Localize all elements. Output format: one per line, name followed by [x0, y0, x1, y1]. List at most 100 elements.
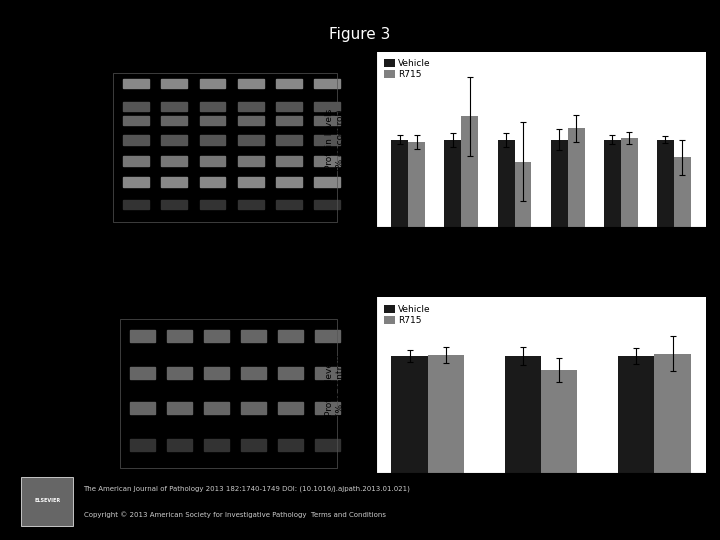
Bar	[204, 367, 229, 379]
Bar	[199, 102, 225, 111]
Bar	[120, 319, 337, 468]
Bar	[278, 330, 302, 342]
Bar	[541, 370, 577, 473]
Bar	[621, 138, 638, 227]
Text: The American Journal of Pathology 2013 182:1740-1749 DOI: (10.1016/j.ajpath.2013: The American Journal of Pathology 2013 1…	[84, 485, 410, 492]
Bar	[199, 116, 225, 125]
Bar	[130, 330, 156, 342]
Bar	[240, 367, 266, 379]
Bar	[276, 177, 302, 187]
Text: Copyright © 2013 American Society for Investigative Pathology  Terms and Conditi: Copyright © 2013 American Society for In…	[84, 512, 385, 518]
Bar	[505, 356, 541, 473]
Bar	[315, 402, 340, 414]
Bar	[276, 200, 302, 210]
Bar	[276, 79, 302, 89]
Bar	[161, 116, 187, 125]
Bar	[276, 135, 302, 145]
Text: Vehicle: Vehicle	[289, 49, 311, 71]
Bar	[238, 116, 264, 125]
Bar	[161, 200, 187, 210]
Y-axis label: Protein levels
(% of control): Protein levels (% of control)	[325, 354, 345, 416]
Bar	[238, 79, 264, 89]
Bar	[240, 438, 266, 451]
Bar	[392, 140, 408, 227]
Bar	[204, 330, 229, 342]
Text: ADAM10 -: ADAM10 -	[72, 156, 107, 162]
Bar	[428, 355, 464, 473]
Legend: Vehicle, R715: Vehicle, R715	[381, 57, 433, 82]
Bar	[314, 200, 340, 210]
Text: R715: R715	[327, 300, 344, 317]
Text: R715: R715	[253, 300, 271, 317]
Bar	[167, 367, 192, 379]
Bar	[161, 135, 187, 145]
Bar	[204, 402, 229, 414]
Bar	[314, 79, 340, 89]
Text: GAPDH -: GAPDH -	[77, 200, 107, 206]
Text: Vehicle: Vehicle	[217, 295, 238, 317]
Bar	[278, 367, 302, 379]
Bar	[238, 135, 264, 145]
Bar	[603, 140, 621, 227]
Bar	[654, 354, 690, 473]
Bar	[240, 330, 266, 342]
Bar	[551, 140, 567, 227]
Bar	[315, 330, 340, 342]
Bar	[238, 177, 264, 187]
Bar	[278, 438, 302, 451]
Text: ELSEVIER: ELSEVIER	[35, 498, 60, 503]
Bar	[130, 438, 156, 451]
Bar	[408, 143, 426, 227]
Text: C: C	[18, 303, 28, 317]
Bar	[123, 116, 149, 125]
Bar	[276, 102, 302, 111]
Bar	[123, 79, 149, 89]
Bar	[498, 140, 515, 227]
Text: APOE -: APOE -	[90, 368, 113, 374]
Text: BACE1 -: BACE1 -	[78, 135, 107, 141]
Bar	[161, 102, 187, 111]
Bar	[314, 135, 340, 145]
Bar	[123, 102, 149, 111]
Text: R715: R715	[174, 55, 192, 71]
Text: APP -: APP -	[89, 79, 107, 85]
Bar	[199, 177, 225, 187]
Text: LRP1 -: LRP1 -	[91, 332, 113, 338]
Text: Vehicle: Vehicle	[290, 295, 312, 317]
Bar	[161, 177, 187, 187]
Bar	[167, 402, 192, 414]
Bar	[444, 140, 462, 227]
Bar	[240, 402, 266, 414]
Bar	[161, 79, 187, 89]
Y-axis label: Protein levels
(% of control): Protein levels (% of control)	[325, 109, 345, 171]
Bar	[199, 200, 225, 210]
Text: ADAM17 -: ADAM17 -	[72, 177, 107, 183]
Bar	[238, 102, 264, 111]
Bar	[315, 367, 340, 379]
Bar	[123, 135, 149, 145]
Bar	[123, 200, 149, 210]
Bar	[278, 402, 302, 414]
Bar	[167, 438, 192, 451]
Text: A: A	[18, 57, 29, 71]
Bar	[276, 116, 302, 125]
Bar	[657, 140, 674, 227]
Bar	[130, 402, 156, 414]
Bar	[199, 135, 225, 145]
Bar	[199, 79, 225, 89]
Text: R715: R715	[251, 55, 268, 71]
Bar	[314, 177, 340, 187]
Bar	[315, 438, 340, 451]
Text: R715: R715	[327, 55, 344, 71]
Text: GAPDH -: GAPDH -	[84, 440, 113, 446]
Text: C99 -: C99 -	[88, 102, 107, 107]
Legend: Vehicle, R715: Vehicle, R715	[381, 302, 433, 327]
Bar	[515, 161, 531, 227]
Bar	[199, 156, 225, 166]
Text: C83 -: C83 -	[88, 116, 107, 122]
Bar	[161, 156, 187, 166]
Text: Figure 3: Figure 3	[329, 26, 391, 42]
Text: Vehicle: Vehicle	[212, 49, 235, 71]
Bar	[674, 157, 690, 227]
Bar	[123, 156, 149, 166]
